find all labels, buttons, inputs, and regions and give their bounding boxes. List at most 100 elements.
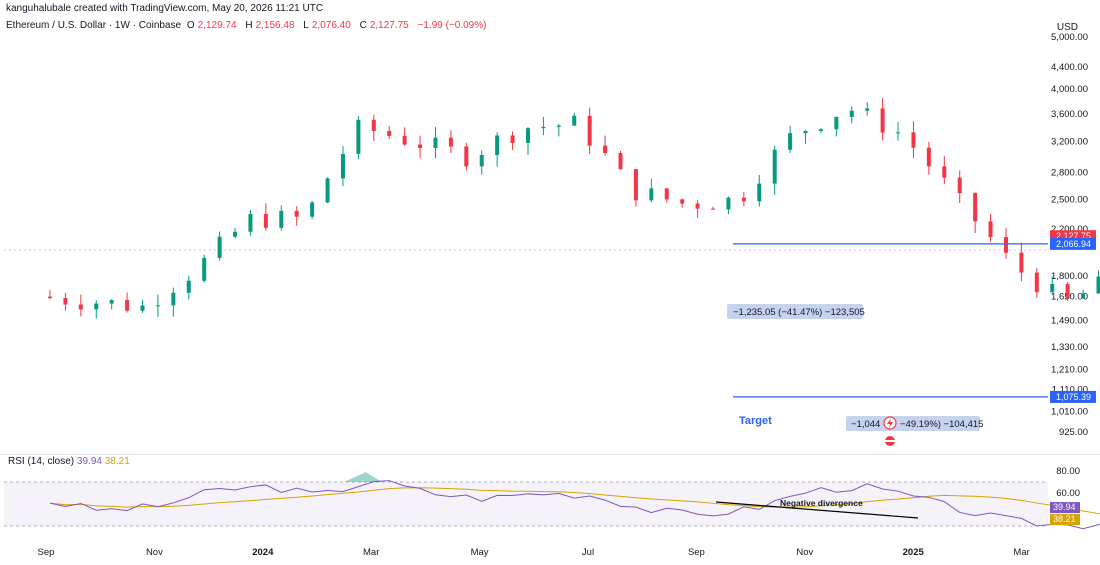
candle-body xyxy=(664,188,669,200)
price-tick-label: 2,500.00 xyxy=(1051,194,1088,205)
candle-body xyxy=(1050,284,1055,293)
open-value: O 2,129.74 xyxy=(186,20,237,31)
close-value: C 2,127.75 xyxy=(359,20,409,31)
candle-body xyxy=(109,300,114,304)
candle-body xyxy=(340,153,345,179)
candle-body xyxy=(402,135,407,145)
candle-body xyxy=(202,257,207,281)
candle-body xyxy=(310,202,315,217)
x-tick-label: Nov xyxy=(796,547,813,558)
candle-body xyxy=(94,303,99,310)
candle-body xyxy=(186,280,191,293)
rsi-line xyxy=(49,480,1100,530)
candle-body xyxy=(325,178,330,203)
x-tick-label: 2025 xyxy=(903,547,925,558)
candle-body xyxy=(572,115,577,126)
price-tick-label: 1,490.00 xyxy=(1051,316,1088,327)
measure-label-2-left: −1,044 xyxy=(851,419,880,430)
price-tick-label: 1,800.00 xyxy=(1051,271,1088,282)
candle-body xyxy=(1034,272,1039,293)
candle-body xyxy=(1019,252,1024,273)
price-tick-label: 3,600.00 xyxy=(1051,109,1088,120)
candle-body xyxy=(233,231,238,237)
candle-body xyxy=(803,130,808,134)
rsi-overbought-fill xyxy=(344,472,383,482)
candle-body xyxy=(973,193,978,222)
rsi-title: RSI (14, close) xyxy=(8,456,75,467)
candlestick-series xyxy=(48,98,1100,319)
target-price-tag: 1,075.39 xyxy=(1056,392,1091,402)
candle-body xyxy=(1096,276,1100,294)
candle-body xyxy=(63,298,68,305)
candle-body xyxy=(865,108,870,111)
candle-body xyxy=(695,203,700,209)
candle-body xyxy=(788,133,793,150)
candle-body xyxy=(818,129,823,131)
rsi-value-tag: 39.94 xyxy=(1053,502,1076,512)
lightning-icon-bolt xyxy=(887,418,893,428)
candle-body xyxy=(633,169,638,201)
candle-body xyxy=(510,135,515,143)
candle-body xyxy=(618,152,623,170)
candle-body xyxy=(495,135,500,155)
measure-label-2-right: −49.19%) −104,415 xyxy=(900,419,983,430)
change-value: −1.99 (−0.09%) xyxy=(417,20,487,31)
price-tick-label: 2,800.00 xyxy=(1051,168,1088,179)
rsi-value-tag-box xyxy=(1050,502,1080,514)
candle-body xyxy=(78,304,83,310)
rsi-ma-value: 38.21 xyxy=(104,456,130,467)
candle-body xyxy=(525,128,530,143)
candle-body xyxy=(541,126,546,129)
rsi-value: 39.94 xyxy=(76,456,102,467)
support-price-tag-box xyxy=(1050,237,1096,250)
candle-body xyxy=(880,108,885,133)
price-tick-label: 1,210.00 xyxy=(1051,364,1088,375)
target-label: Target xyxy=(739,415,772,427)
x-tick-label: Mar xyxy=(1013,547,1029,558)
price-tick-label: 1,330.00 xyxy=(1051,342,1088,353)
flag-icon-stripe xyxy=(885,440,895,442)
candle-body xyxy=(356,119,361,154)
candle-body xyxy=(125,300,130,311)
candle-body xyxy=(448,137,453,147)
candle-body xyxy=(479,154,484,167)
candle-body xyxy=(263,213,268,228)
candle-body xyxy=(279,210,284,228)
current-price-tag: 2,127.75 xyxy=(1056,231,1091,241)
candle-body xyxy=(711,208,716,210)
x-tick-label: Mar xyxy=(363,547,379,558)
candle-body xyxy=(834,116,839,130)
rsi-tick-label: 60.00 xyxy=(1056,488,1080,499)
divergence-label: Negative divergence xyxy=(780,498,863,508)
symbol-label[interactable]: Ethereum / U.S. Dollar · 1W · Coinbase xyxy=(6,20,182,31)
price-tick-label: 5,000.00 xyxy=(1051,32,1088,43)
x-tick-label: May xyxy=(471,547,489,558)
price-tick-label: 1,110.00 xyxy=(1052,384,1088,395)
high-value: H 2,156.48 xyxy=(245,20,295,31)
candle-body xyxy=(649,188,654,201)
measure-label-1-box xyxy=(727,304,863,319)
rsi-legend[interactable]: RSI (14, close) 39.94 38.21 xyxy=(8,456,130,467)
candle-body xyxy=(680,199,685,204)
x-tick-label: Sep xyxy=(38,547,55,558)
candle-body xyxy=(171,292,176,306)
chart-credit: kanguhalubale created with TradingView.c… xyxy=(6,3,324,14)
x-tick-label: Sep xyxy=(688,547,705,558)
price-tick-label: 925.00 xyxy=(1059,427,1088,438)
candle-body xyxy=(140,305,145,311)
measure-label-1: −1,235.05 (−41.47%) −123,505 xyxy=(733,307,865,318)
candle-body xyxy=(433,137,438,149)
measure-label-2-box xyxy=(846,416,980,431)
candle-body xyxy=(849,110,854,117)
low-value: L 2,076.40 xyxy=(303,20,351,31)
x-tick-label: Jul xyxy=(582,547,594,558)
candle-body xyxy=(48,296,52,299)
candle-body xyxy=(757,183,762,202)
rsi-band xyxy=(4,482,1048,526)
candle-body xyxy=(1003,237,1008,253)
candle-body xyxy=(387,130,392,136)
candle-body xyxy=(587,115,592,146)
currency-label[interactable]: USD xyxy=(1056,22,1078,33)
ohlc-legend: Ethereum / U.S. Dollar · 1W · Coinbase O… xyxy=(6,20,489,31)
